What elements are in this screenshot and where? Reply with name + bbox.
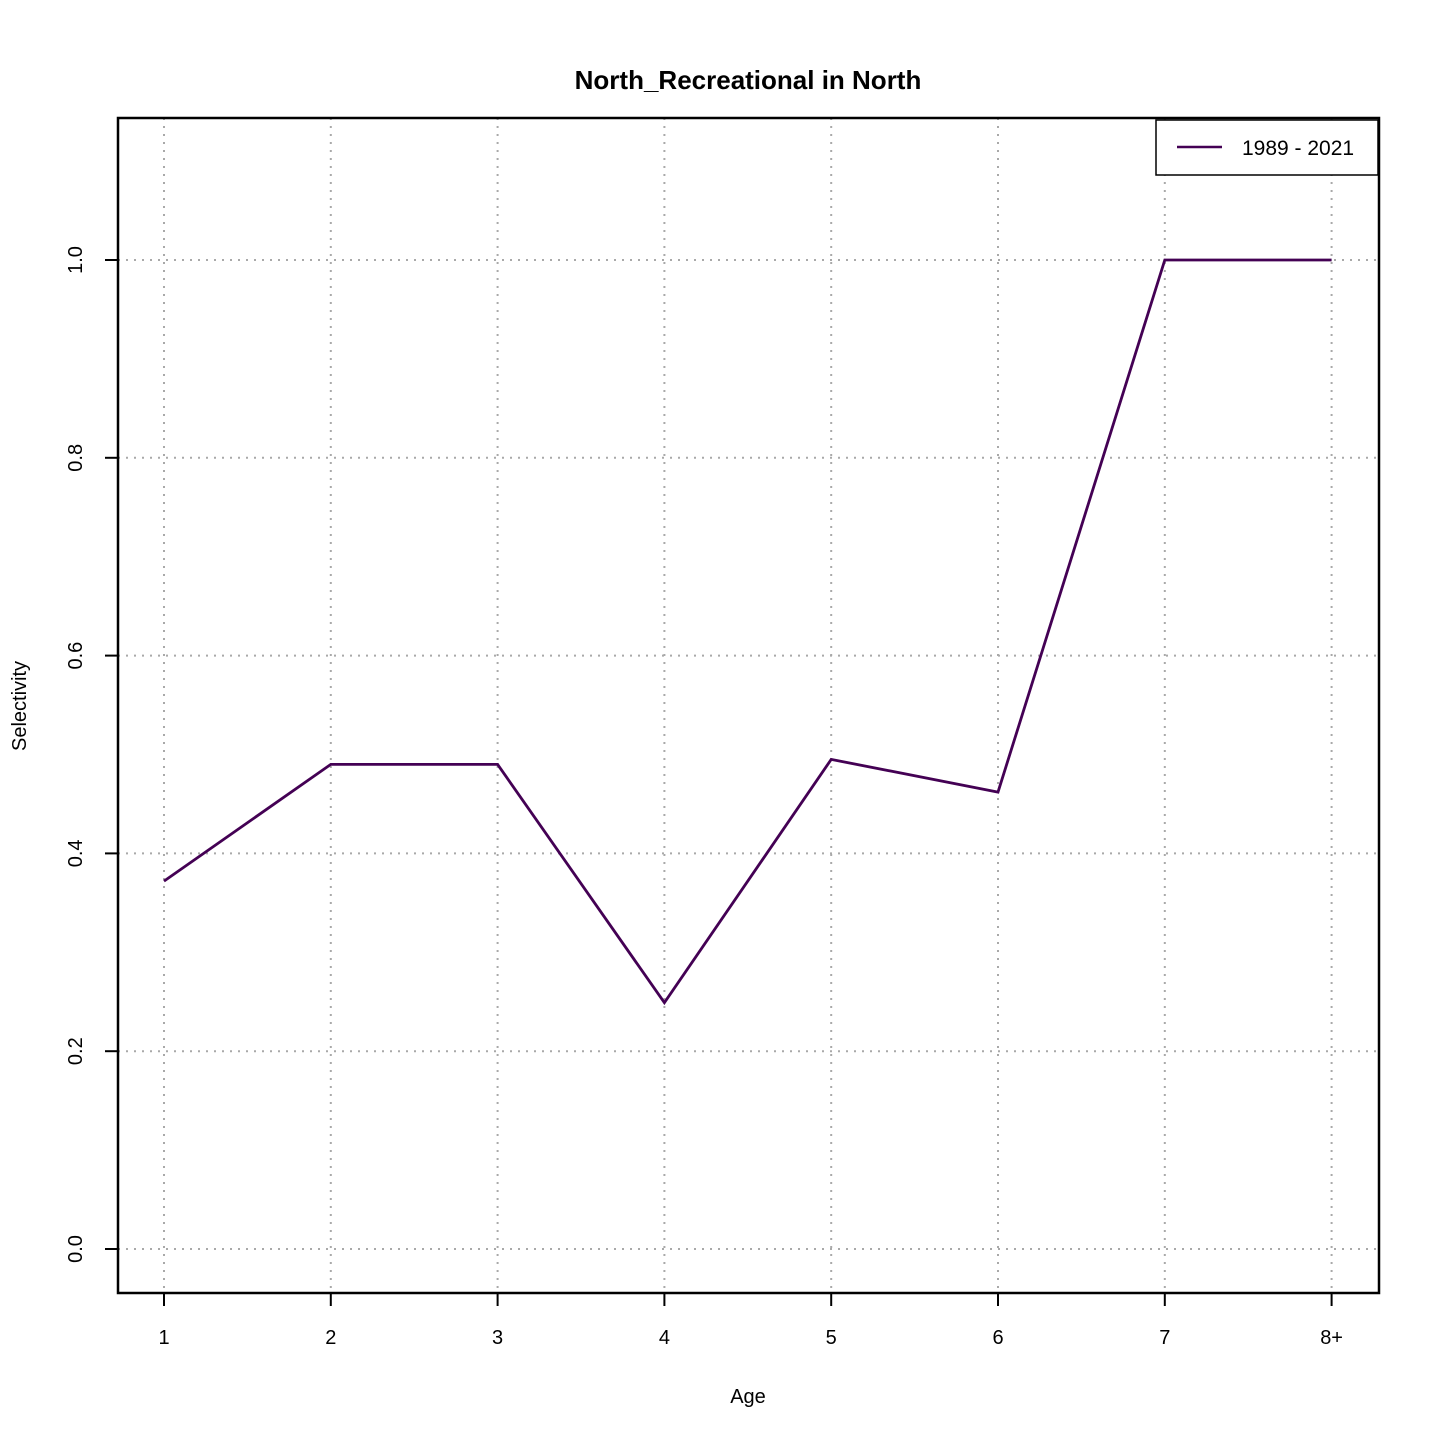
series-lines (163, 258, 1332, 1006)
y-tick-label: 0.0 (65, 1235, 87, 1263)
x-tick-label: 8+ (1320, 1327, 1343, 1349)
legend-label: 1989 - 2021 (1242, 137, 1354, 160)
y-axis: 0.0 0.2 0.4 0.6 0.8 1.0 (65, 246, 118, 1263)
x-axis-label: Age (730, 1386, 766, 1408)
y-tick-label: 1.0 (65, 246, 87, 274)
y-axis-label: Selectivity (9, 661, 31, 751)
legend: 1989 - 2021 (1155, 119, 1379, 176)
y-tick-label: 0.6 (65, 642, 87, 670)
x-tick-label: 7 (1159, 1327, 1170, 1349)
x-tick-label: 6 (992, 1327, 1003, 1349)
x-tick-label: 4 (659, 1327, 670, 1349)
x-tick-label: 1 (158, 1327, 169, 1349)
chart-title: North_Recreational in North (575, 65, 922, 95)
x-tick-label: 2 (325, 1327, 336, 1349)
y-tick-label: 0.2 (65, 1037, 87, 1065)
x-tick-label: 5 (826, 1327, 837, 1349)
x-tick-label: 3 (492, 1327, 503, 1349)
x-axis: 1 2 3 4 5 6 7 8+ (158, 1293, 1343, 1349)
y-tick-label: 0.8 (65, 444, 87, 472)
grid-lines (118, 118, 1379, 1293)
series-line (163, 258, 1332, 1006)
y-tick-label: 0.4 (65, 839, 87, 867)
plot-frame (116, 116, 1381, 1295)
